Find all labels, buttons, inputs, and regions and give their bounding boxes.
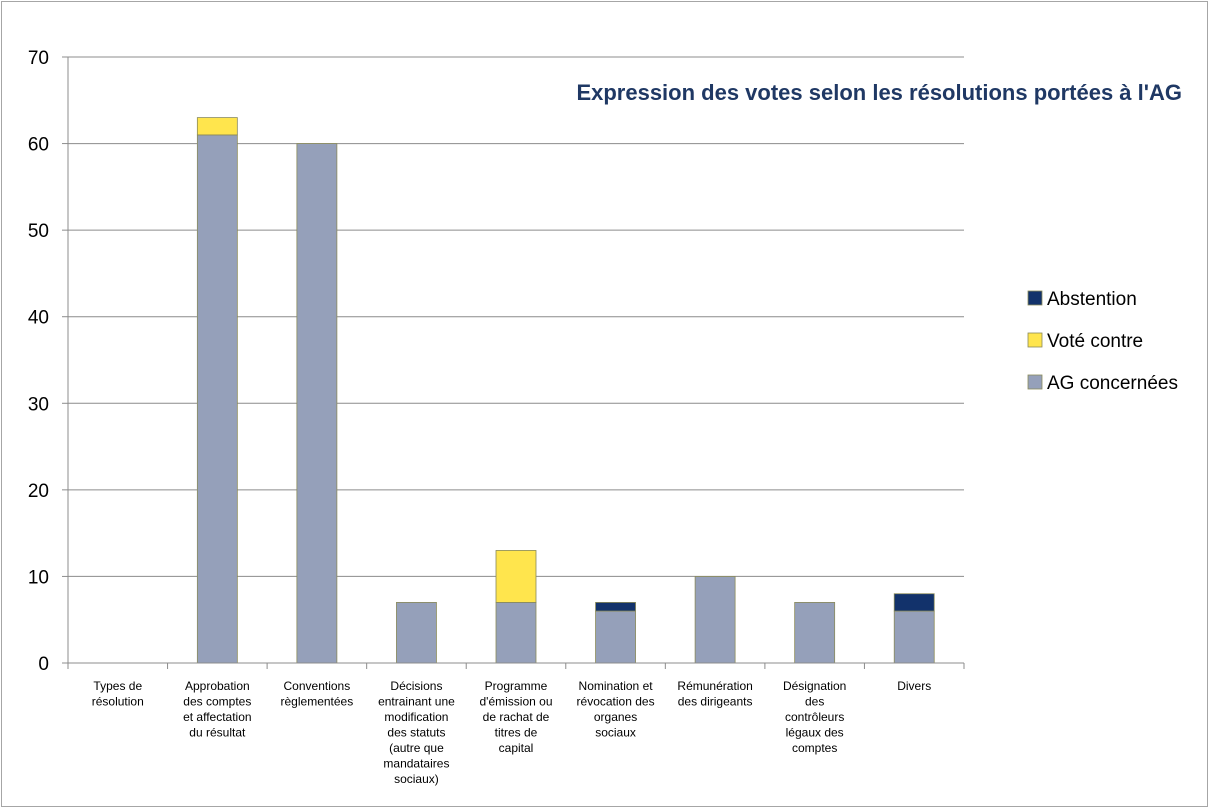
- legend-label-2: AG concernées: [1047, 373, 1178, 394]
- bar-vot-contre-4: [495, 550, 537, 603]
- x-tick-label-4: Programme d'émission ou de rachat de titres…: [480, 679, 553, 755]
- legend-swatch-0: [1027, 290, 1043, 306]
- bar-ag-concern-es-2: [296, 143, 338, 664]
- bar-ag-concern-es-4: [495, 602, 537, 664]
- bar-ag-concern-es-3: [396, 602, 437, 664]
- chart-title: Expression des votes selon les résolutio…: [576, 80, 1182, 105]
- legend-label-1: Voté contre: [1047, 331, 1143, 352]
- y-tick-label-60: 60: [28, 135, 49, 156]
- y-tick-label-50: 50: [28, 221, 49, 242]
- bar-ag-concern-es-8: [893, 610, 935, 664]
- x-tick-label-3: Décisions entrainant une modification des s…: [378, 679, 455, 786]
- bar-abstention-5: [595, 602, 636, 612]
- bars: [196, 117, 935, 664]
- y-tick-label-30: 30: [28, 394, 49, 415]
- x-tick-label-0: Types de résolution: [92, 679, 144, 709]
- legend-label-0: Abstention: [1047, 289, 1137, 310]
- bar-ag-concern-es-1: [196, 134, 238, 664]
- bar-vot-contre-1: [196, 117, 238, 136]
- bar-ag-concern-es-7: [794, 602, 836, 664]
- axes: [67, 57, 965, 669]
- legend-swatch-2: [1027, 374, 1043, 390]
- legend: Abstention Voté contre AG concernées: [1027, 289, 1178, 394]
- y-tick-labels: 0 10 20 30 40 50 60 70: [28, 48, 49, 675]
- x-tick-label-7: Désignation des contrôleurs légaux des compt…: [783, 679, 846, 755]
- x-tick-label-6: Rémunération des dirigeants: [677, 679, 752, 709]
- x-tick-label-5: Nomination et révocation des organes sociau…: [577, 679, 655, 740]
- x-tick-label-8: Divers: [897, 679, 931, 693]
- bar-ag-concern-es-5: [595, 610, 636, 664]
- x-tick-labels: Types de résolution Approbation des comptes…: [92, 679, 931, 786]
- y-tick-label-70: 70: [28, 48, 49, 69]
- bar-ag-concern-es-6: [694, 576, 736, 664]
- y-tick-label-20: 20: [28, 481, 49, 502]
- y-tick-label-10: 10: [28, 567, 49, 588]
- x-tick-label-1: Approbation des comptes et affectation du r…: [183, 679, 252, 740]
- legend-swatch-1: [1027, 332, 1043, 348]
- y-tick-label-0: 0: [38, 654, 49, 675]
- x-tick-label-2: Conventions règlementées: [281, 679, 354, 709]
- y-tick-label-40: 40: [28, 308, 49, 329]
- bar-abstention-8: [893, 593, 935, 612]
